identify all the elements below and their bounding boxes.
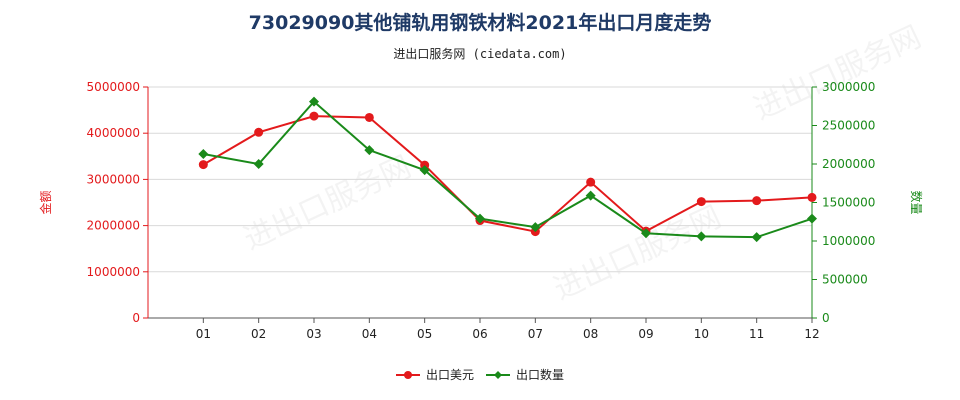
x-tick-label: 07 [528,327,543,341]
y-left-tick-label: 3000000 [87,172,140,186]
y-right-tick-label: 1000000 [822,234,875,248]
watermark-text: 进出口服务网 [239,149,417,257]
y-left-tick-label: 4000000 [87,126,140,140]
y-left-tick-label: 2000000 [87,219,140,233]
quantity-series-point [309,96,319,107]
y-right-tick-label: 1500000 [822,196,875,210]
watermark-text: 进出口服务网 [549,199,727,307]
amount-series-point [420,160,430,170]
quantity-series-point [585,190,596,201]
x-tick-label: 03 [306,327,321,341]
quantity-series-point [198,148,209,159]
y-right-axis-label: 数量 [909,190,924,214]
amount-series-line [202,115,813,233]
y-right-tick-label: 3000000 [822,80,875,94]
legend-quantity-label: 出口数量 [516,367,564,382]
x-tick-label: 04 [362,327,377,341]
quantity-series-point [364,145,375,156]
x-tick-label: 12 [804,327,819,341]
quantity-series-point [641,228,651,239]
amount-series-point [752,196,762,206]
y-right-tick-label: 2000000 [822,157,875,171]
legend-amount-label: 出口美元 [426,368,474,382]
amount-series-point [254,127,264,137]
quantity-series-point [253,159,264,169]
amount-series-point [586,177,596,187]
legend-amount-marker [404,371,412,379]
amount-series-point [364,112,374,122]
legend-quantity-marker [494,371,502,379]
quantity-series-point [419,165,430,176]
x-tick-label: 01 [196,327,211,341]
y-right-tick-label: 2500000 [822,119,875,133]
y-left-tick-label: 1000000 [87,265,140,279]
watermark-text: 进出口服务网 [749,19,927,127]
chart-title: 73029090其他铺轨用钢铁材料2021年出口月度走势 [248,12,712,34]
amount-series-point [807,192,817,202]
y-right-tick-label: 0 [822,311,830,325]
quantity-series-point [475,213,485,224]
quantity-series-point [530,222,541,233]
y-left-axis-label: 金额 [38,190,53,214]
x-tick-label: 09 [638,327,653,341]
amount-series-point [198,160,208,170]
quantity-series-point [807,213,817,224]
y-left-tick-label: 0 [132,311,140,325]
amount-series-point [696,197,706,207]
x-tick-label: 05 [417,327,432,341]
chart-subtitle: 进出口服务网 (ciedata.com) [393,47,567,61]
amount-series-point [309,111,319,121]
x-tick-label: 10 [694,327,709,341]
y-right-tick-label: 500000 [822,273,868,287]
x-tick-label: 06 [472,327,487,341]
y-left-tick-label: 5000000 [87,80,140,94]
quantity-series-point [751,232,762,243]
quantity-series-point [696,231,707,242]
x-tick-label: 11 [749,327,764,341]
x-tick-label: 08 [583,327,598,341]
quantity-series-line [203,100,813,239]
x-tick-label: 02 [251,327,266,341]
